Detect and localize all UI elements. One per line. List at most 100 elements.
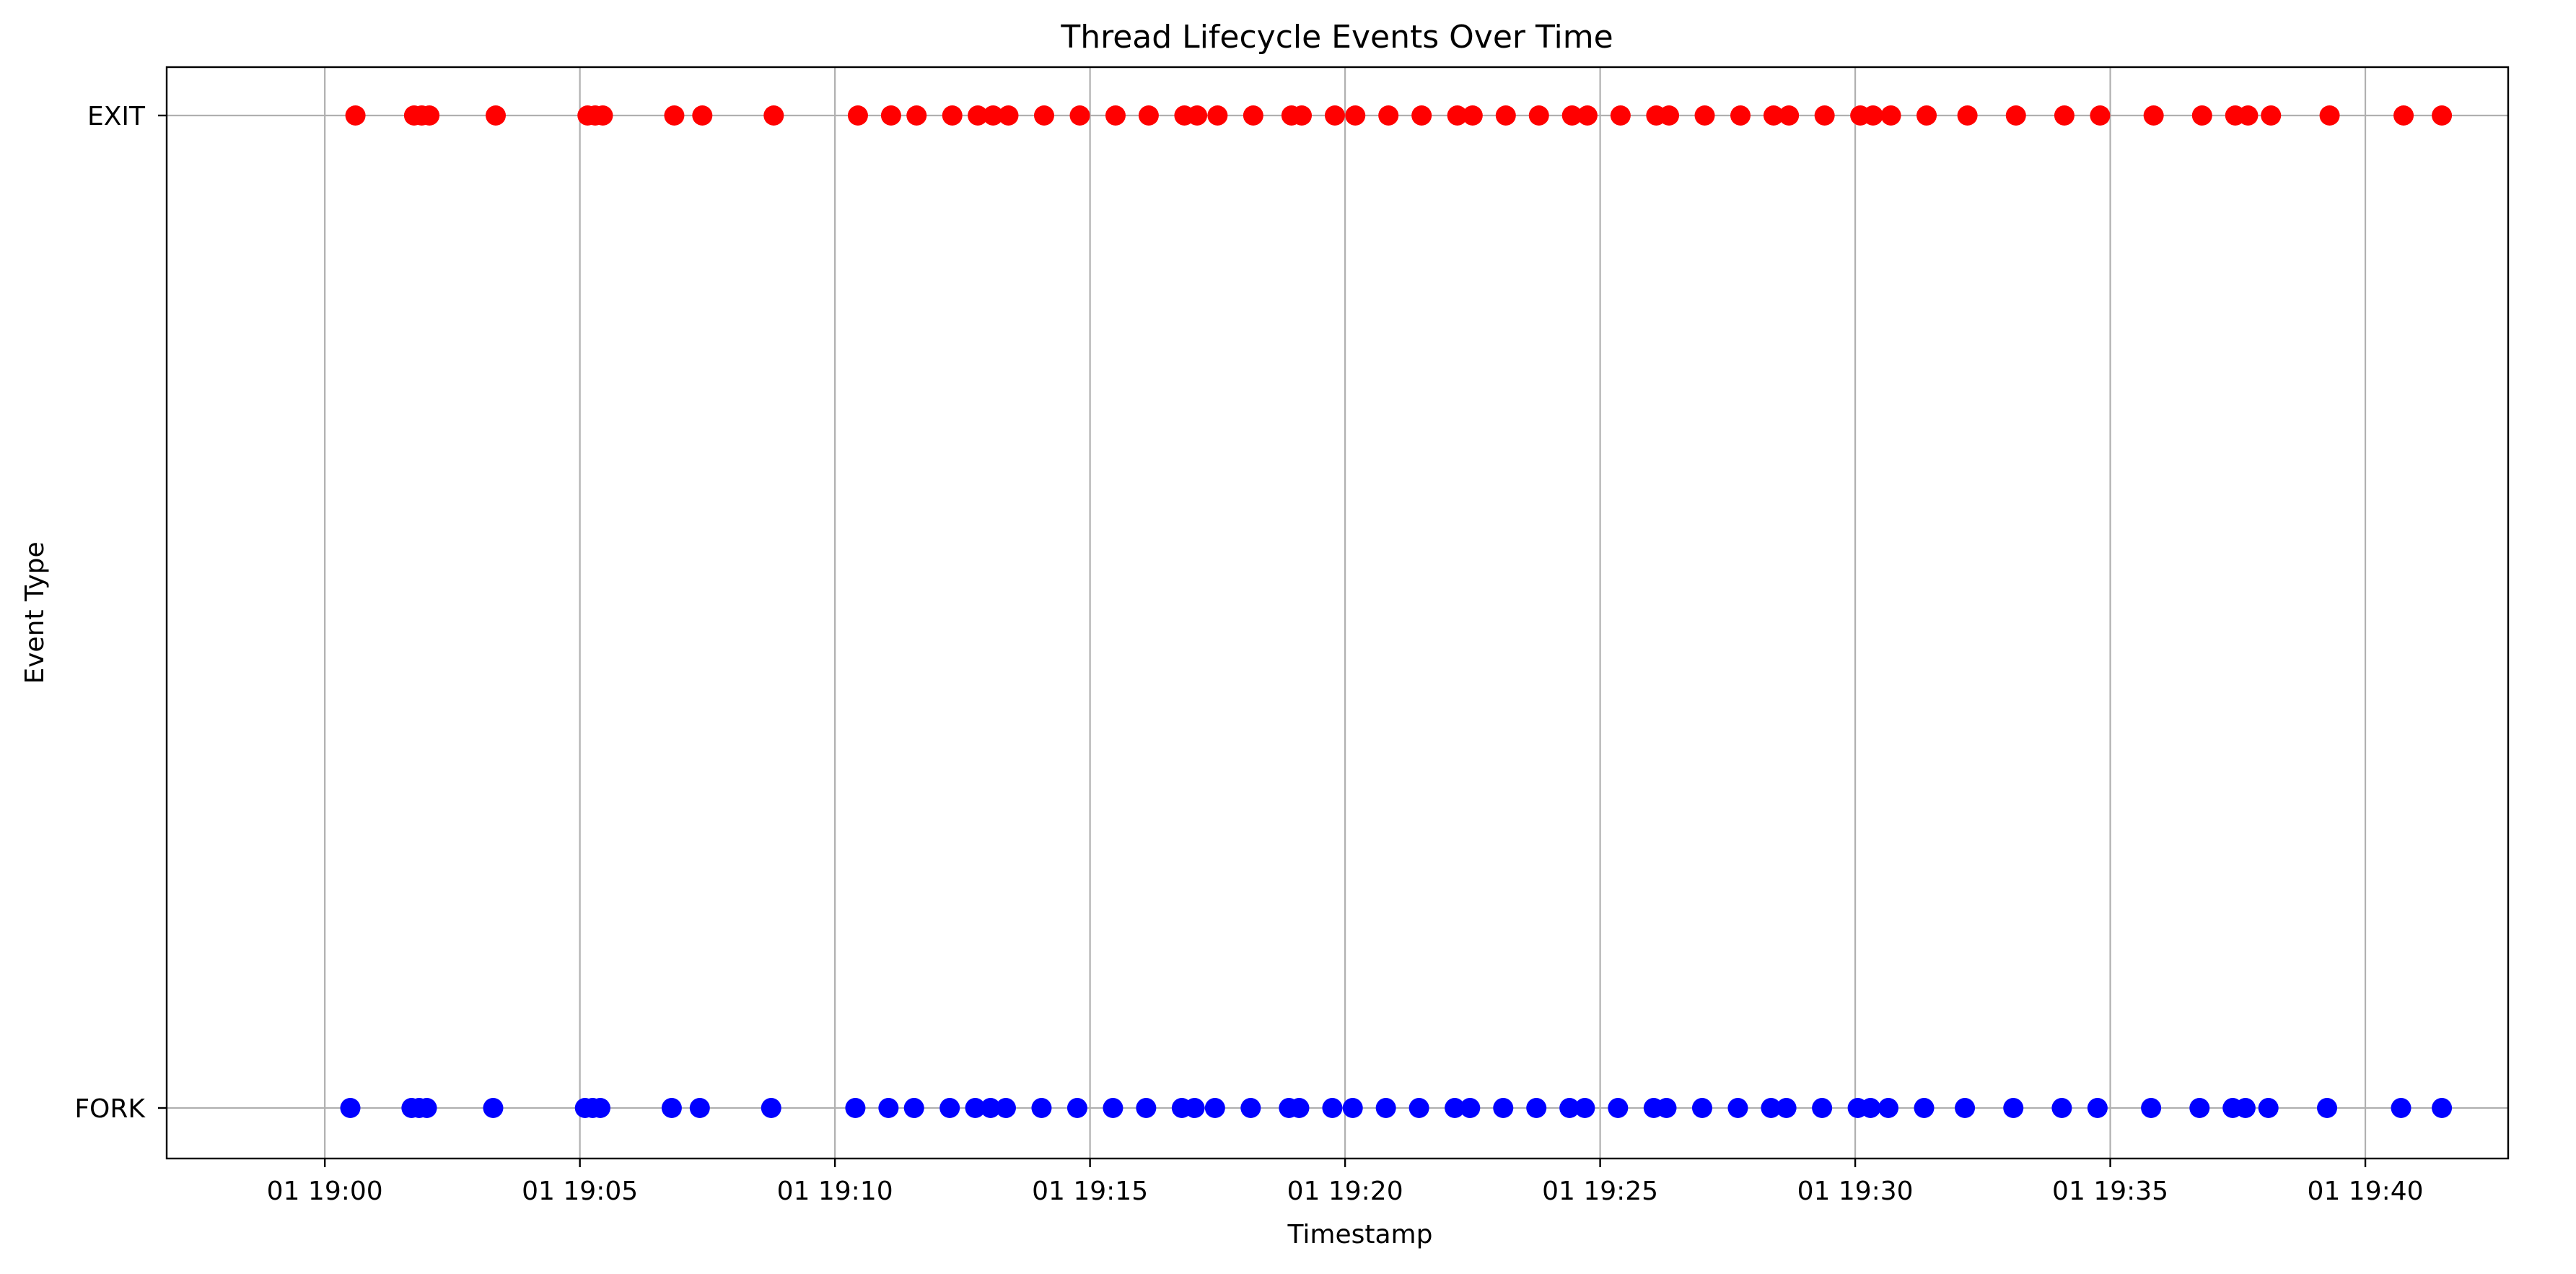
fork-event-point [1031,1098,1052,1118]
plot-frame [165,66,2510,1160]
fork-event-point [1656,1098,1677,1118]
exit-event-point [2432,105,2453,126]
fork-event-point [1066,1098,1087,1118]
x-tick-label: 01 19:35 [2052,1177,2168,1206]
fork-event-point [1289,1098,1310,1118]
fork-event-point [1727,1098,1748,1118]
fork-event-point [1342,1098,1363,1118]
exit-event-point [1105,105,1126,126]
y-axis-label: Event Type [20,541,50,684]
exit-event-point [983,105,1004,126]
exit-event-point [485,105,506,126]
exit-event-point [1528,105,1549,126]
x-tick-label: 01 19:15 [1032,1177,1148,1206]
exit-event-point [1880,105,1901,126]
fork-event-point [1878,1098,1899,1118]
fork-event-point [1914,1098,1935,1118]
exit-event-point [2191,105,2212,126]
fork-event-point [761,1098,781,1118]
fork-event-point [939,1098,960,1118]
exit-event-point [1447,105,1468,126]
exit-event-point [1033,105,1054,126]
exit-event-point [2005,105,2026,126]
fork-event-point [1375,1098,1396,1118]
fork-event-point [1136,1098,1157,1118]
exit-event-point [763,105,784,126]
exit-event-point [1345,105,1366,126]
fork-event-point [1409,1098,1429,1118]
fork-event-point [483,1098,504,1118]
fork-event-point [416,1098,437,1118]
exit-event-point [998,105,1019,126]
fork-event-point [1526,1098,1547,1118]
exit-event-point [1207,105,1228,126]
fork-event-point [1574,1098,1595,1118]
exit-event-point [592,105,613,126]
fork-event-point [1445,1098,1466,1118]
fork-event-point [340,1098,361,1118]
fork-event-point [878,1098,899,1118]
fork-event-point [845,1098,866,1118]
exit-event-point [1561,105,1582,126]
exit-event-point [906,105,927,126]
fork-event-point [2141,1098,2162,1118]
y-tick-label: FORK [74,1094,146,1124]
exit-event-point [1243,105,1263,126]
exit-event-point [1378,105,1399,126]
fork-event-point [1204,1098,1225,1118]
grid [167,67,2508,1159]
x-tick-label: 01 19:05 [522,1177,638,1206]
exit-event-point [1957,105,1978,126]
fork-event-point [689,1098,710,1118]
fork-event-point [1691,1098,1712,1118]
exit-event-point [2393,105,2414,126]
exit-event-point [692,105,713,126]
x-tick-label: 01 19:20 [1287,1177,1403,1206]
fork-event-point [980,1098,1001,1118]
fork-event-point [2003,1098,2024,1118]
fork-event-point [1761,1098,1782,1118]
exit-event-point [1069,105,1090,126]
exit-event-point [1462,105,1483,126]
fork-event-point [2258,1098,2279,1118]
fork-event-point [2317,1098,2338,1118]
fork-event-point [590,1098,610,1118]
x-tick-label: 01 19:40 [2308,1177,2424,1206]
fork-event-point [2087,1098,2108,1118]
exit-event-point [968,105,989,126]
fork-event-point [2189,1098,2210,1118]
fork-event-point [1184,1098,1205,1118]
fork-event-point [965,1098,986,1118]
exit-event-point [2143,105,2164,126]
fork-event-point [1322,1098,1343,1118]
exit-event-point [345,105,366,126]
fork-event-point [2051,1098,2072,1118]
exit-event-point [1659,105,1680,126]
exit-event-point [1779,105,1800,126]
x-axis-label: Timestamp [1287,1220,1433,1249]
fork-event-point [1103,1098,1123,1118]
fork-event-point [1776,1098,1797,1118]
fork-event-point [2235,1098,2256,1118]
exit-event-point [1694,105,1715,126]
fork-event-point [2432,1098,2453,1118]
exit-event-point [1411,105,1432,126]
exit-event-point [1138,105,1159,126]
exit-event-point [2238,105,2259,126]
y-tick-label: EXIT [87,102,146,131]
exit-event-point [1610,105,1631,126]
exit-event-point [1292,105,1313,126]
fork-event-point [661,1098,682,1118]
exit-event-point [1577,105,1598,126]
fork-event-point [1493,1098,1514,1118]
fork-event-point [1240,1098,1261,1118]
exit-event-point [1814,105,1835,126]
exit-event-point [664,105,685,126]
exit-event-point [1763,105,1784,126]
exit-event-point [880,105,901,126]
exit-event-point [2054,105,2075,126]
fork-event-point [1860,1098,1881,1118]
fork-event-point [1955,1098,1976,1118]
chart-title: Thread Lifecycle Events Over Time [1060,19,1613,56]
fork-event-point [2391,1098,2411,1118]
